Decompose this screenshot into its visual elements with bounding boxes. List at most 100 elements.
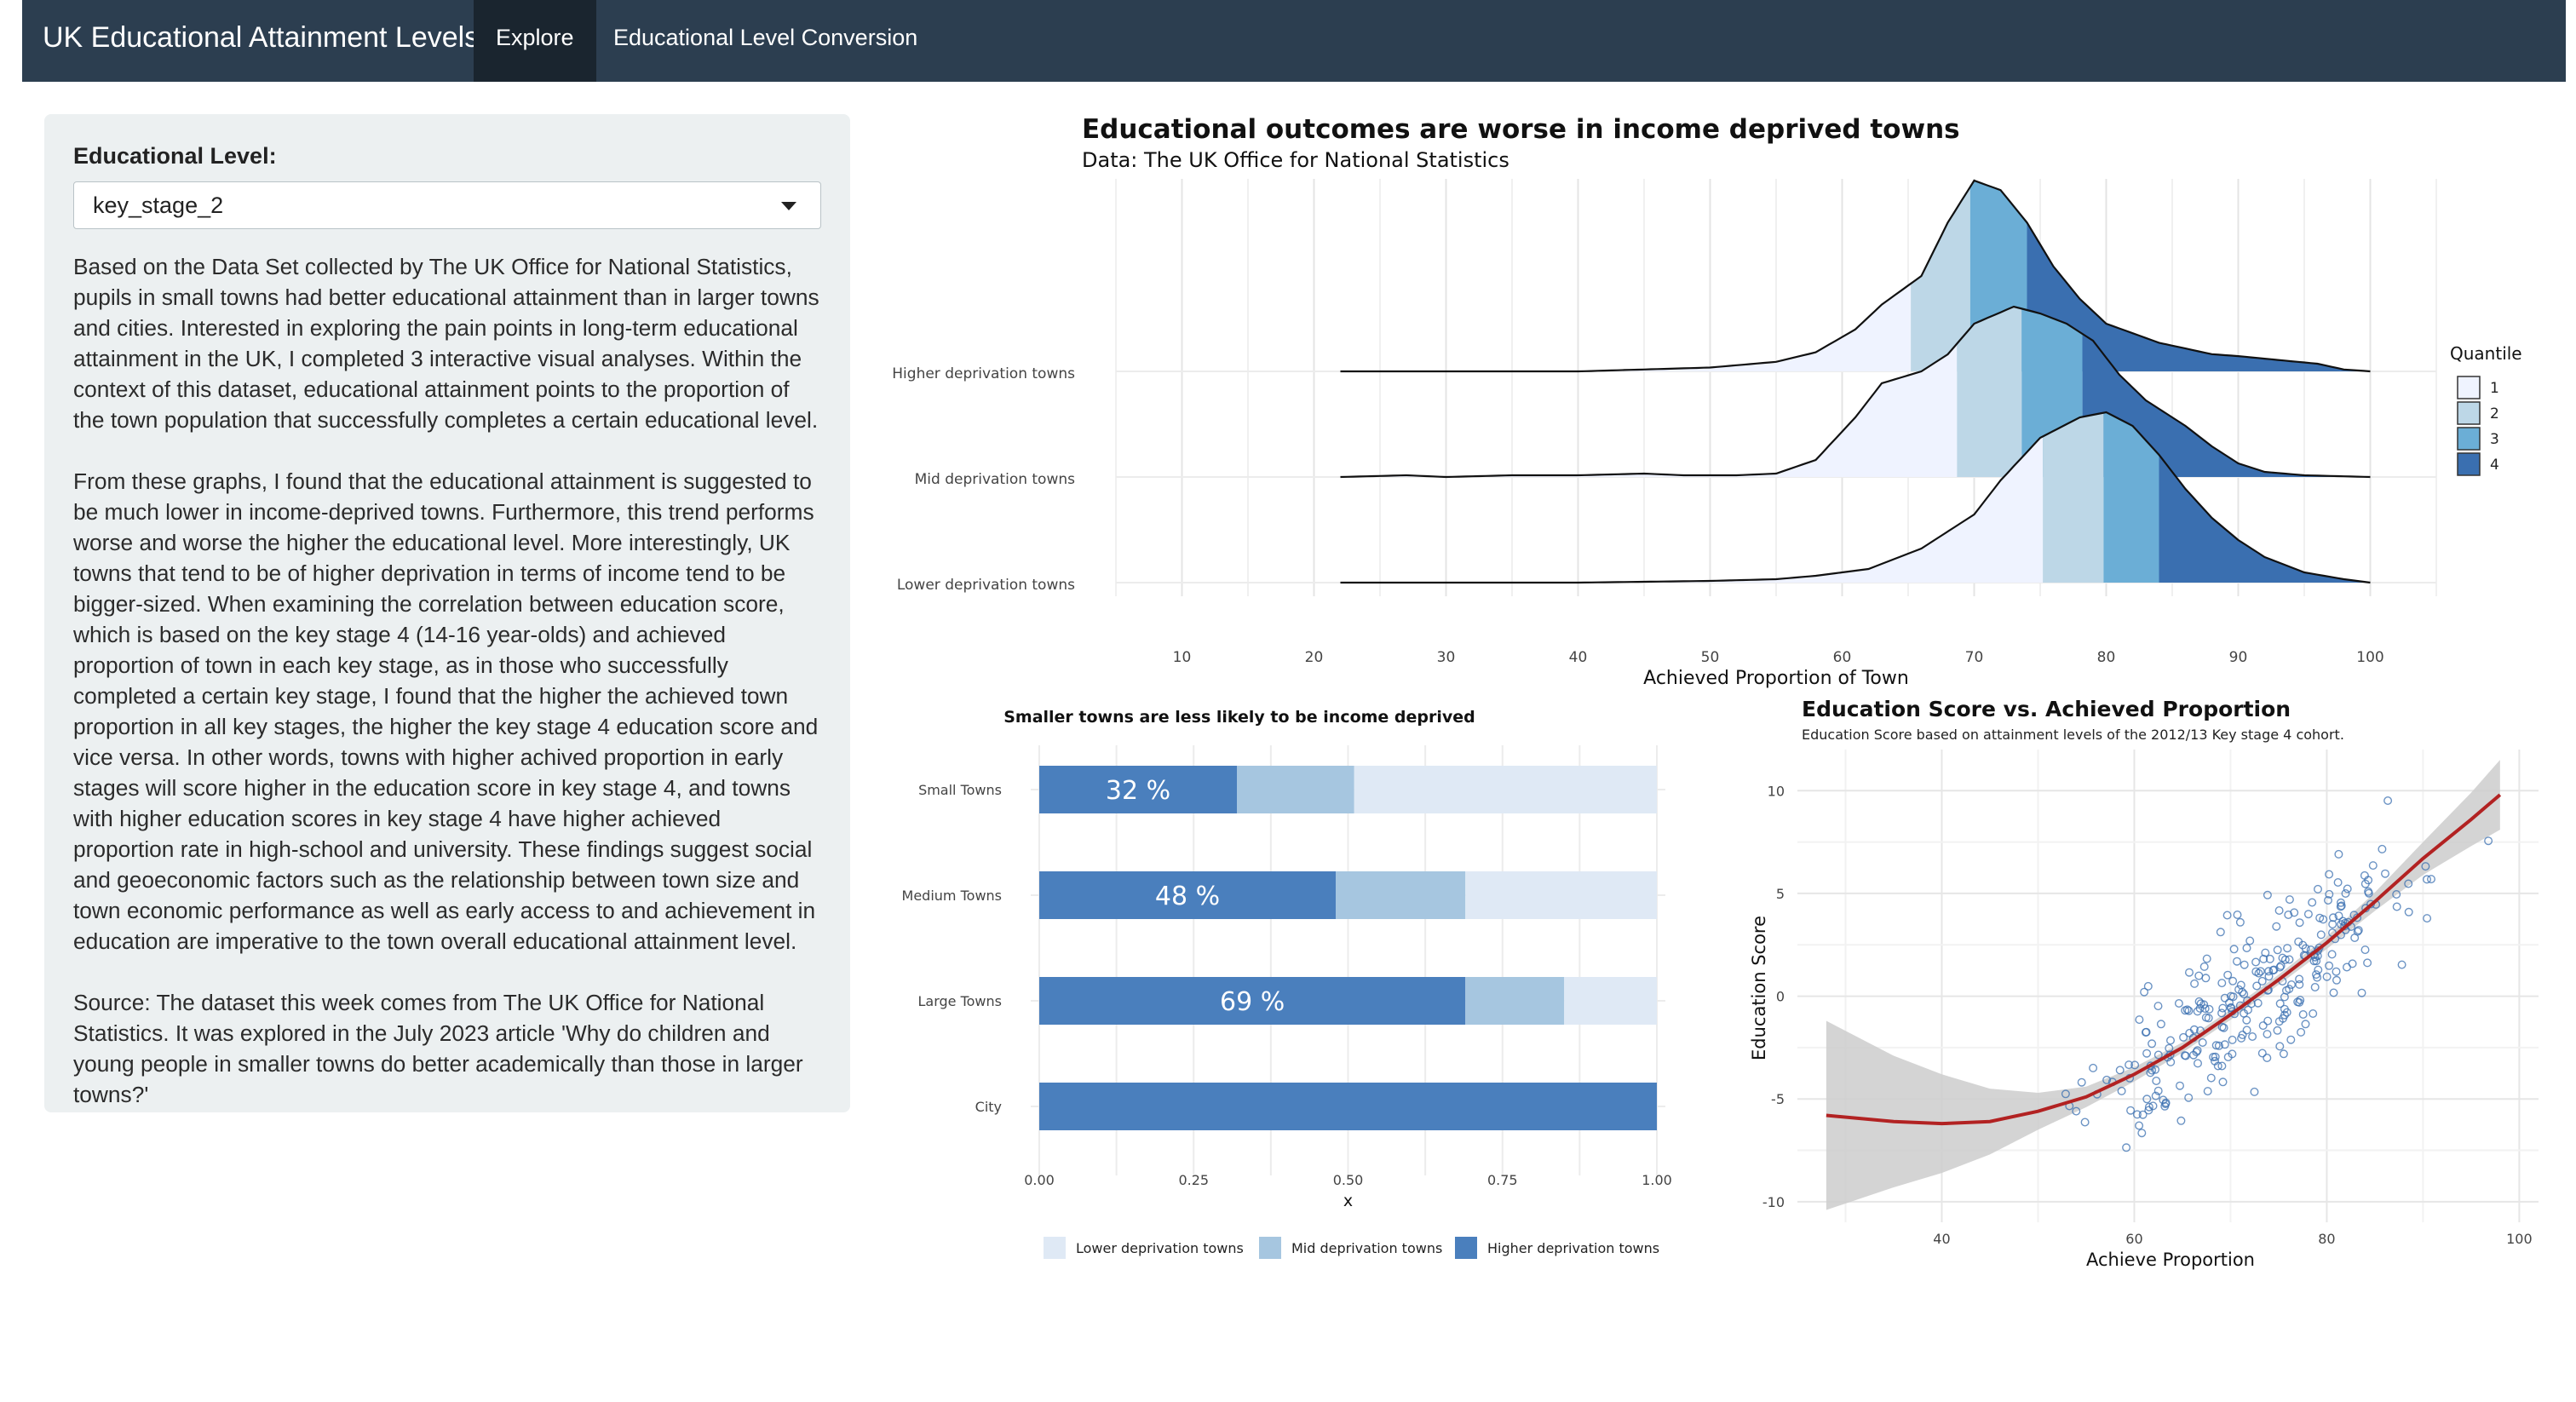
ridge-quantile-2-area [1911, 187, 1970, 371]
scatter-point [2280, 955, 2290, 964]
bar-legend-label: Mid deprivation towns [1291, 1240, 1442, 1256]
scatter-point [2218, 1077, 2228, 1087]
ridge-y-label: Higher deprivation towns [892, 365, 1075, 382]
scatter-point [2189, 1025, 2199, 1034]
bar-segment-higher-deprivation-towns [1039, 977, 1466, 1025]
scatter-point [2135, 1015, 2144, 1025]
scatter-point [2286, 1035, 2296, 1044]
bar-x-tick: 0.00 [1024, 1172, 1055, 1188]
scatter-point [2334, 849, 2343, 859]
scatter-point [2229, 945, 2239, 954]
ridge-legend-swatch-3 [2457, 427, 2481, 451]
ridge-x-tick: 90 [2229, 649, 2248, 666]
ridge-y-label: Lower deprivation towns [897, 577, 1075, 594]
scatter-point [2217, 979, 2227, 988]
scatter-point [2360, 879, 2370, 888]
scatter-point [2280, 992, 2289, 1002]
scatter-point [2185, 968, 2194, 977]
educational-level-select[interactable]: key_stage_2 [73, 181, 821, 229]
scatter-point [2213, 1061, 2222, 1071]
scatter-point [2325, 889, 2334, 899]
scatter-point [2341, 888, 2350, 898]
scatter-subtitle: Education Score based on attainment leve… [1802, 727, 2344, 743]
scatter-point [2257, 976, 2267, 985]
scatter-point [2228, 1035, 2237, 1044]
scatter-point [2251, 957, 2261, 967]
ridgeline-chart: Educational outcomes are worse in income… [892, 114, 2521, 689]
scatter-point [2143, 981, 2153, 991]
scatter-point [2287, 980, 2297, 990]
scatter-point [2290, 908, 2299, 917]
scatter-point [2202, 954, 2211, 963]
bar-category-label: City [975, 1099, 1002, 1115]
scatter-x-tick: 80 [2318, 1231, 2335, 1247]
scatter-point [2160, 1101, 2170, 1111]
ridge-gridlines [1115, 179, 2437, 596]
scatter-point [2153, 1086, 2163, 1095]
scatter-point [2148, 1039, 2157, 1049]
scatter-point [2102, 1075, 2112, 1084]
bar-legend-swatch [1259, 1237, 1281, 1259]
bar-segment-lower-deprivation-towns [1354, 766, 1657, 813]
bar-segment-higher-deprivation-towns [1039, 1083, 1657, 1130]
scatter-point [2217, 1008, 2227, 1018]
tab-explore[interactable]: Explore [474, 0, 596, 82]
ridge-quantile-1-area [1340, 436, 2044, 583]
scatter-point [2329, 988, 2338, 997]
scatter-point [2233, 957, 2242, 966]
scatter-point [2325, 870, 2334, 879]
app-title[interactable]: UK Educational Attainment Levels [43, 21, 480, 54]
scatter-point [2328, 920, 2337, 929]
scatter-point [2194, 1059, 2203, 1068]
scatter-point [2242, 944, 2251, 953]
ridge-legend-swatch-2 [2457, 401, 2481, 425]
scatter-point [2176, 1081, 2185, 1090]
scatter-point [2263, 1030, 2272, 1039]
ridge-subtitle: Data: The UK Office for National Statist… [1082, 148, 1509, 172]
ridge-mid-deprivation-towns [1340, 305, 2371, 479]
ridge-title: Educational outcomes are worse in income… [1082, 114, 1960, 145]
bar-segment-lower-deprivation-towns [1564, 977, 1657, 1025]
scatter-point [2184, 1006, 2194, 1015]
scatter-point [2203, 1087, 2212, 1096]
scatter-point [2314, 884, 2323, 893]
scatter-point [2423, 914, 2432, 923]
scatter-point [2308, 898, 2317, 907]
ridge-x-tick: 60 [1833, 649, 1852, 666]
scatter-point [2144, 1106, 2153, 1115]
scatter-point [2336, 902, 2345, 911]
scatter-point [2294, 937, 2303, 946]
bar-legend-swatch [1044, 1237, 1066, 1259]
scatter-point [2322, 972, 2332, 981]
scatter-point [2298, 1010, 2308, 1020]
scatter-point [2242, 1026, 2251, 1035]
scatter-point [2280, 1010, 2290, 1020]
scatter-point [2381, 869, 2390, 878]
tab-educational-level-conversion[interactable]: Educational Level Conversion [613, 25, 918, 50]
scatter-point [2225, 998, 2234, 1008]
scatter-point [2151, 1065, 2160, 1074]
ridge-x-tick: 30 [1437, 649, 1456, 666]
scatter-point [2089, 1063, 2098, 1072]
scatter-chart: Education Score vs. Achieved Proportion E… [1749, 697, 2539, 1270]
ridge-x-tick: 80 [2097, 649, 2116, 666]
scatter-y-tick: 5 [1776, 886, 1785, 902]
scatter-point [2337, 898, 2346, 907]
scatter-point [2314, 965, 2323, 974]
scatter-point [2353, 927, 2362, 936]
bar-x-tick: 1.00 [1642, 1172, 1672, 1188]
scatter-point [2205, 1004, 2214, 1014]
scatter-point [2237, 1033, 2246, 1043]
bar-segment-higher-deprivation-towns [1039, 871, 1336, 919]
scatter-point [2269, 965, 2279, 974]
scatter-point [2484, 836, 2493, 846]
scatter-point [2211, 1052, 2220, 1061]
scatter-point [2273, 945, 2282, 955]
scatter-point [2122, 1143, 2131, 1152]
scatter-point [2274, 905, 2284, 915]
scatter-point [2193, 1046, 2202, 1055]
scatter-point [2309, 957, 2319, 966]
ridge-legend-label-2: 2 [2490, 405, 2499, 422]
scatter-point [2283, 944, 2292, 953]
scatter-point [2199, 962, 2209, 971]
